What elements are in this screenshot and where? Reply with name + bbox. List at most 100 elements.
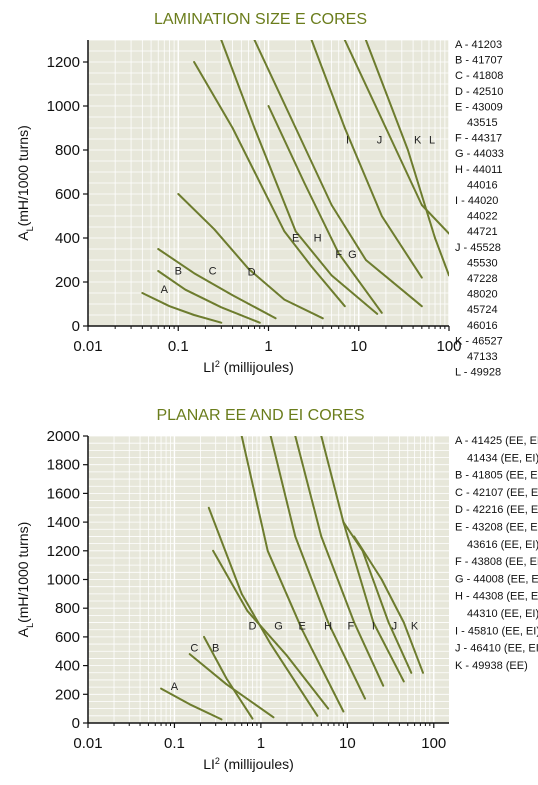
y-tick-label: 600 [55,629,80,646]
curve-g [267,105,383,314]
chart-title: LAMINATION SIZE E CORES [154,11,367,28]
curve-e [193,61,346,308]
legend-item: H - 44011 [455,164,503,176]
x-tick-label: 10 [350,338,367,355]
x-axis-label: LI2 (millijoules) [203,359,294,375]
legend-item: G - 44033 [455,148,504,160]
legend-item: 45724 [467,304,498,316]
chart-title: PLANAR EE AND EI CORES [156,407,364,424]
y-tick-label: 200 [55,686,80,703]
curve-c [203,635,254,720]
curve-a [160,687,223,721]
curve-label: J [377,134,383,146]
legend-item: G - 44008 (EE, EI) [455,573,538,585]
y-axis-label: AL(mH/1000 turns) [15,522,35,638]
legend-item: 45530 [467,257,498,269]
legend-item: 44310 (EE, EI) [467,608,538,620]
y-tick-label: 1000 [47,572,80,589]
curve-f [294,436,385,687]
legend-item: K - 49938 (EE) [455,660,528,672]
x-tick-label: 100 [436,338,461,355]
curve-j [310,40,423,279]
x-tick-label: 100 [421,735,446,752]
curve-label: G [274,621,283,633]
curve-i [253,40,423,308]
legend-item: K - 46527 [455,335,503,347]
legend-item: C - 41808 [455,70,503,82]
legend-item: B - 41805 (EE, EI) [455,470,538,482]
y-tick-label: 1400 [47,514,80,531]
curve-d [207,506,319,717]
y-tick-label: 1200 [47,543,80,560]
legend-item: L - 49928 [455,367,501,379]
curve-label: A [161,284,169,296]
y-tick-label: 1800 [47,457,80,474]
legend-item: H - 44308 (EE, EI) [455,591,538,603]
y-tick-label: 2000 [47,428,80,445]
curves [160,436,424,721]
x-tick-label: 0.1 [168,338,189,355]
y-tick-label: 400 [55,230,80,247]
curve-label: L [429,134,435,146]
y-tick-label: 1600 [47,485,80,502]
curve-label: H [314,232,322,244]
x-tick-label: 0.1 [164,735,185,752]
curve-label: E [298,621,305,633]
legend-item: 41434 (EE, EI) [467,452,538,464]
curve-label: G [348,249,357,261]
curve-label: I [346,134,349,146]
legend-item: C - 42107 (EE, EI) [455,487,538,499]
curve-label: K [414,134,422,146]
legend: A - 41425 (EE, EI) 41434 (EE, EI) B - 4180… [455,435,538,672]
curve-a2 [157,270,261,324]
legend-item: F - 43808 (EE, EI) [455,556,538,568]
curve-label: B [212,642,219,654]
legend-item: A - 41203 [455,39,502,51]
legend-item: J - 46410 (EE, EI) [455,643,538,655]
x-tick-label: 1 [264,338,272,355]
grid-lines [87,435,449,724]
y-tick-label: 400 [55,658,80,675]
legend-item: E - 43208 (EE, EI) [455,522,538,534]
grid-lines [87,39,450,327]
curve-b [157,248,277,320]
curve-label: B [175,265,182,277]
curve-g [212,549,330,710]
curve-label: F [335,249,342,261]
y-tick-label: 0 [72,318,80,335]
legend: A - 41203 B - 41707 C - 41808 D - 42510 E - … [455,39,504,379]
curve-b [188,653,275,719]
curve-label: I [372,621,375,633]
legend-item: 47228 [467,273,498,285]
x-tick-label: 10 [339,735,356,752]
x-tick-label: 0.01 [73,338,102,355]
curve-f [220,40,379,315]
legend-item: D - 42510 [455,86,503,98]
y-tick-label: 800 [55,600,80,617]
legend-item: D - 42216 (EE, EI) [455,504,538,516]
curve-label: D [249,621,257,633]
curve-e [240,436,345,713]
legend-item: I - 45810 (EE, EI) [455,625,538,637]
legend-item: 47133 [467,351,498,363]
curve-label: C [209,265,217,277]
legend-item: I - 44020 [455,195,498,207]
x-axis-label: LI2 (millijoules) [203,756,294,772]
curve-a [141,292,223,324]
curve-label: D [248,266,256,278]
legend-item: F - 44317 [455,133,502,145]
legend-item: 46016 [467,320,498,332]
curve-k [343,40,449,235]
curve-label: C [190,642,198,654]
legend-item: 44022 [467,211,498,223]
y-tick-label: 1200 [47,54,80,71]
curve-j [342,521,413,674]
legend-item: B - 41707 [455,55,503,67]
curve-cd [177,193,324,320]
curve-l [364,40,449,277]
legend-item: A - 41425 (EE, EI) [455,435,538,447]
y-tick-label: 200 [55,274,80,291]
legend-item: 48020 [467,289,498,301]
